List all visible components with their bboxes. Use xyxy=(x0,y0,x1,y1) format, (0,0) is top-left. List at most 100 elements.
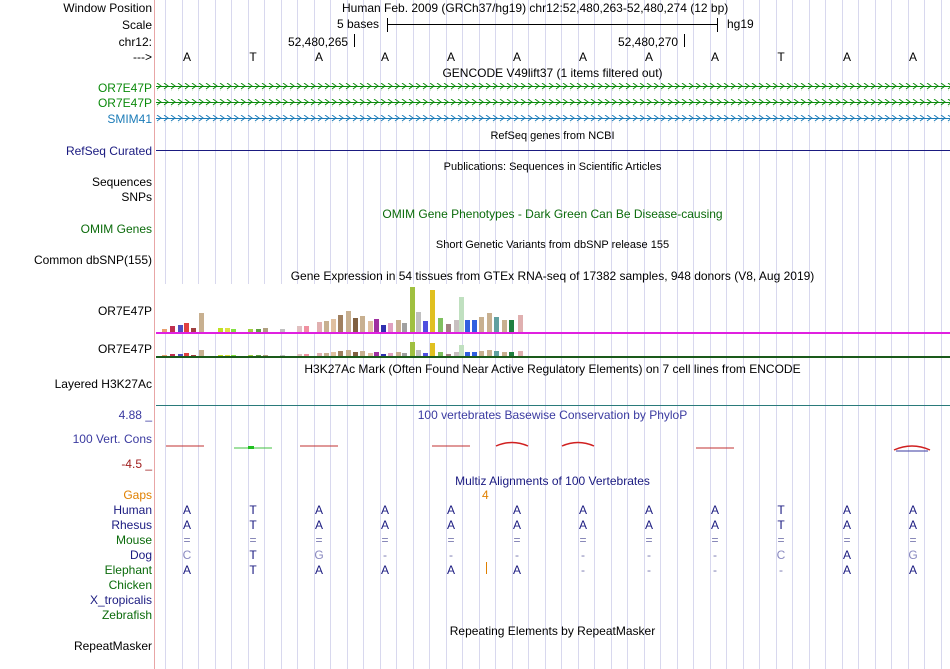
gtex-bar-small[interactable] xyxy=(381,354,386,356)
conservation-track-title[interactable]: 100 vertebrates Basewise Conservation by… xyxy=(417,408,688,422)
gtex-bar-small[interactable] xyxy=(256,355,261,356)
species-label[interactable]: Dog xyxy=(129,548,152,562)
gtex-bar-small[interactable] xyxy=(304,354,309,356)
species-label[interactable]: Elephant xyxy=(104,563,152,577)
refseq-curated-label[interactable]: RefSeq Curated xyxy=(65,144,152,158)
species-label[interactable]: Zebrafish xyxy=(101,608,152,622)
multiz-track-title[interactable]: Multiz Alignments of 100 Vertebrates xyxy=(455,474,650,488)
gtex-bar[interactable] xyxy=(423,321,428,332)
refseq-track-title[interactable]: RefSeq genes from NCBI xyxy=(490,130,615,142)
gtex-bar[interactable] xyxy=(162,329,167,332)
gtex-bar-small[interactable] xyxy=(346,350,351,356)
gtex-bar-small[interactable] xyxy=(324,353,329,356)
gtex-bar[interactable] xyxy=(518,315,523,332)
gtex-bar-small[interactable] xyxy=(388,353,393,356)
gtex-bar[interactable] xyxy=(178,325,183,332)
conservation-label[interactable]: 100 Vert. Cons xyxy=(72,432,152,446)
gtex-bar[interactable] xyxy=(368,321,373,332)
gtex-bar-small[interactable] xyxy=(509,352,514,356)
gtex-bar[interactable] xyxy=(487,313,492,332)
gtex-bar-small[interactable] xyxy=(368,353,373,356)
gtex-bar[interactable] xyxy=(225,328,230,332)
gtex-bar[interactable] xyxy=(402,323,407,332)
gtex-bar-small[interactable] xyxy=(191,355,196,356)
gtex-bar-small[interactable] xyxy=(494,351,499,356)
gtex-bar-small[interactable] xyxy=(231,355,236,356)
gtex-bar-small[interactable] xyxy=(199,350,204,356)
gtex-bar[interactable] xyxy=(494,317,499,332)
snps-label[interactable]: SNPs xyxy=(121,190,152,204)
gtex-bar-small[interactable] xyxy=(472,352,477,356)
gtex-bar[interactable] xyxy=(502,320,507,332)
gtex-bar[interactable] xyxy=(248,329,253,332)
gtex-bar[interactable] xyxy=(317,322,322,332)
gtex-bar[interactable] xyxy=(446,324,451,332)
gtex-bar-small[interactable] xyxy=(487,350,492,356)
gencode-gene-features[interactable] xyxy=(156,82,950,124)
species-label[interactable]: Mouse xyxy=(115,533,152,547)
gtex-bar-small[interactable] xyxy=(360,351,365,356)
gtex-bar[interactable] xyxy=(472,320,477,332)
gaps-label[interactable]: Gaps xyxy=(123,488,152,502)
gtex-bar[interactable] xyxy=(410,287,415,332)
gtex-bar-small[interactable] xyxy=(280,355,285,356)
refseq-gene-line[interactable] xyxy=(156,150,950,151)
species-label[interactable]: Human xyxy=(113,503,152,517)
gtex-bar[interactable] xyxy=(231,329,236,332)
gtex-bar-small[interactable] xyxy=(317,353,322,356)
species-label[interactable]: X_tropicalis xyxy=(89,593,152,607)
gtex-bar-small[interactable] xyxy=(402,353,407,356)
omim-genes-label[interactable]: OMIM Genes xyxy=(80,222,152,236)
gtex-gene-label[interactable]: OR7E47P xyxy=(97,342,152,356)
gtex-bar-small[interactable] xyxy=(410,342,415,356)
repeatmasker-track-title[interactable]: Repeating Elements by RepeatMasker xyxy=(449,624,656,638)
gtex-bar[interactable] xyxy=(218,328,223,332)
gtex-bar-small[interactable] xyxy=(184,353,189,356)
gtex-bar-small[interactable] xyxy=(430,343,435,356)
gtex-bar[interactable] xyxy=(430,290,435,332)
gtex-bar[interactable] xyxy=(454,320,459,332)
gtex-bar-small[interactable] xyxy=(248,355,253,356)
gtex-bar[interactable] xyxy=(324,321,329,332)
gtex-bar[interactable] xyxy=(360,316,365,332)
gtex-bar-small[interactable] xyxy=(263,355,268,356)
gtex-bar-small[interactable] xyxy=(225,355,230,356)
gtex-bar-small[interactable] xyxy=(297,354,302,356)
gtex-bar[interactable] xyxy=(331,319,336,332)
species-label[interactable]: Chicken xyxy=(108,578,152,592)
gtex-bar-small[interactable] xyxy=(446,354,451,356)
gtex-bar-small[interactable] xyxy=(353,352,358,356)
gtex-bar[interactable] xyxy=(346,311,351,332)
gtex-bar-small[interactable] xyxy=(479,351,484,356)
gtex-bar[interactable] xyxy=(199,313,204,332)
gtex-bar[interactable] xyxy=(280,329,285,332)
gtex-bar-small[interactable] xyxy=(438,352,443,356)
gtex-bar[interactable] xyxy=(381,325,386,332)
gtex-bar[interactable] xyxy=(465,320,470,332)
dbsnp-label[interactable]: Common dbSNP(155) xyxy=(33,253,152,267)
gtex-bar-small[interactable] xyxy=(178,354,183,356)
species-label[interactable]: Rhesus xyxy=(111,518,152,532)
dbsnp-track-title[interactable]: Short Genetic Variants from dbSNP releas… xyxy=(435,239,670,251)
gtex-bar-small[interactable] xyxy=(423,353,428,356)
gtex-bar-small[interactable] xyxy=(338,351,343,356)
publications-track-title[interactable]: Publications: Sequences in Scientific Ar… xyxy=(443,161,662,173)
repeatmasker-label[interactable]: RepeatMasker xyxy=(73,639,152,653)
gtex-bar-small[interactable] xyxy=(374,352,379,356)
gtex-gene-label[interactable]: OR7E47P xyxy=(97,304,152,318)
gtex-bar-small[interactable] xyxy=(465,352,470,356)
gtex-bar[interactable] xyxy=(338,315,343,332)
gtex-track-title[interactable]: Gene Expression in 54 tissues from GTEx … xyxy=(290,269,815,283)
gtex-bar-small[interactable] xyxy=(170,354,175,356)
window-position-value[interactable]: Human Feb. 2009 (GRCh37/hg19) chr12:52,4… xyxy=(342,1,729,15)
gtex-bar-small[interactable] xyxy=(502,352,507,356)
gtex-bar-small[interactable] xyxy=(396,352,401,356)
gtex-bar-small[interactable] xyxy=(454,352,459,356)
sequences-label[interactable]: Sequences xyxy=(91,175,152,189)
gtex-bar[interactable] xyxy=(304,326,309,332)
gtex-expression-bars[interactable] xyxy=(156,284,950,360)
h3k27ac-label[interactable]: Layered H3K27Ac xyxy=(54,377,152,391)
conservation-plot[interactable] xyxy=(156,436,950,456)
gencode-track-title[interactable]: GENCODE V49lift37 (1 items filtered out) xyxy=(442,66,663,80)
gtex-bar[interactable] xyxy=(479,317,484,332)
